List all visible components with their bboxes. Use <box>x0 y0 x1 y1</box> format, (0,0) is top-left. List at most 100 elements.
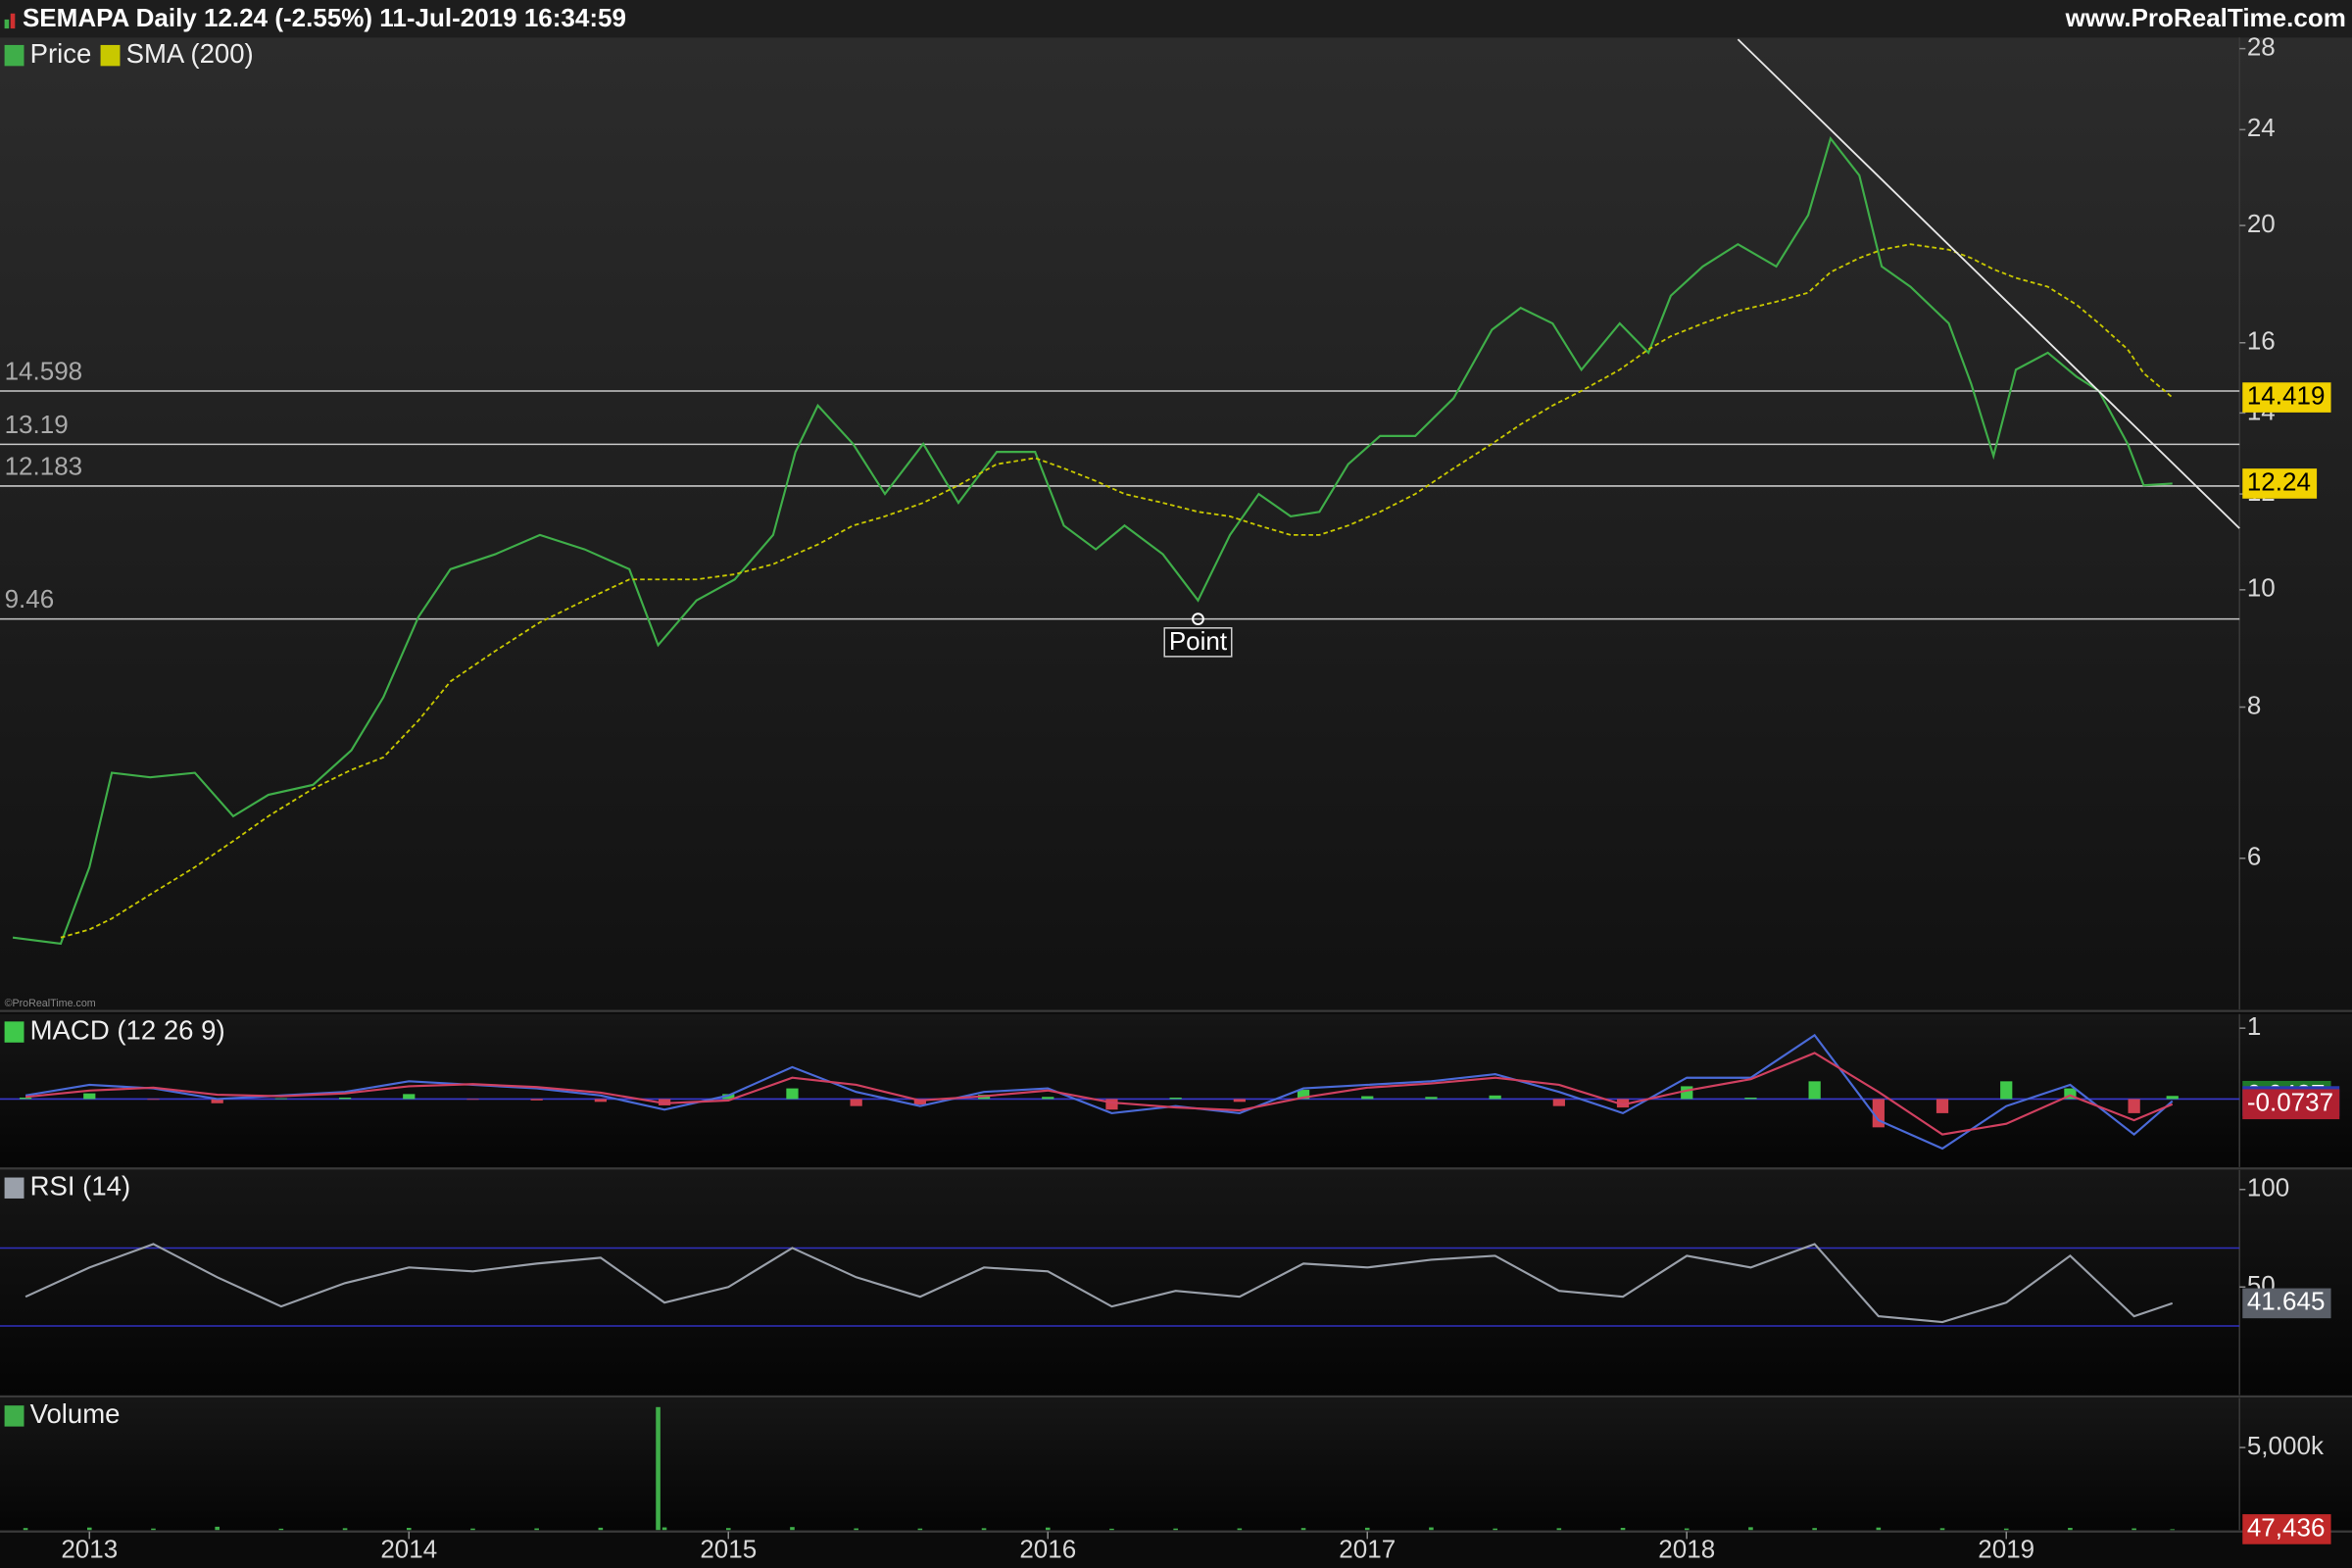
plot-area: 681012141620242814.59813.1912.1839.46Poi… <box>0 32 2352 1564</box>
x-tick-label: 2016 <box>1019 1535 1076 1564</box>
bar <box>1489 1095 1501 1100</box>
y-tick-label: 16 <box>2247 326 2276 356</box>
bar <box>1876 1527 1882 1531</box>
last-value-label: 41.645 <box>2247 1287 2326 1316</box>
legend-swatch <box>4 1021 24 1043</box>
y-tick-label: 1 <box>2247 1011 2261 1041</box>
bar <box>1109 1528 1114 1531</box>
header-bar <box>0 0 2352 38</box>
bar <box>466 1099 479 1101</box>
bar <box>1425 1097 1438 1100</box>
bar <box>274 1098 287 1100</box>
header-site[interactable]: www.ProRealTime.com <box>2065 3 2346 32</box>
y-tick-label: 20 <box>2247 209 2276 238</box>
bar <box>2166 1096 2179 1100</box>
panel-bg <box>0 1397 2352 1531</box>
legend-swatch <box>4 44 24 67</box>
bar <box>1936 1099 1949 1113</box>
bar <box>1300 1528 1306 1531</box>
bar <box>1939 1528 1945 1531</box>
bar <box>1361 1096 1374 1100</box>
bar <box>23 1528 28 1531</box>
bar <box>1620 1528 1626 1531</box>
y-tick-label: 6 <box>2247 842 2261 871</box>
bar <box>83 1093 96 1100</box>
bar <box>2132 1528 2136 1531</box>
legend-label: SMA (200) <box>126 38 254 69</box>
y-tick-label: 24 <box>2247 113 2276 142</box>
legend-label: MACD (12 26 9) <box>30 1014 225 1045</box>
last-value-badge <box>2242 468 2318 499</box>
bar <box>147 1099 160 1101</box>
bar <box>981 1528 987 1531</box>
bar <box>1812 1528 1817 1531</box>
bar <box>850 1099 862 1106</box>
bar <box>662 1527 667 1531</box>
bar <box>1297 1090 1310 1100</box>
bar <box>403 1094 416 1100</box>
watermark: ©ProRealTime.com <box>5 998 96 1009</box>
header-icon <box>10 13 16 29</box>
bar <box>1429 1527 1434 1531</box>
x-tick-label: 2018 <box>1658 1535 1715 1564</box>
legend-swatch <box>4 1177 24 1199</box>
annotation-label: Point <box>1169 626 1228 656</box>
bar <box>1872 1099 1885 1128</box>
bar <box>1045 1527 1051 1531</box>
x-tick-label: 2019 <box>1978 1535 2034 1564</box>
bar <box>338 1097 352 1100</box>
bar <box>1493 1528 1497 1531</box>
series-line <box>24 1052 2174 1136</box>
bar <box>19 1097 32 1100</box>
last-value-label: -0.0737 <box>2247 1088 2333 1117</box>
bar <box>1681 1086 1693 1100</box>
bar <box>594 1099 607 1102</box>
bar <box>530 1099 543 1101</box>
last-value-badge <box>2242 1089 2340 1120</box>
x-tick-label: 2014 <box>380 1535 437 1564</box>
legend-label: Volume <box>30 1398 121 1429</box>
y-tick-label: 10 <box>2247 573 2276 603</box>
bar <box>917 1528 923 1531</box>
bar <box>2003 1528 2009 1531</box>
bar <box>1364 1527 1370 1531</box>
bar <box>1169 1097 1182 1100</box>
bar <box>215 1526 220 1531</box>
last-value-label: 47,436 <box>2247 1512 2326 1542</box>
series-line <box>12 136 2173 946</box>
panel-bg <box>0 1169 2352 1396</box>
legend-label: Price <box>30 38 92 69</box>
bar <box>790 1527 795 1531</box>
series-line <box>24 1033 2174 1151</box>
bar <box>786 1088 799 1100</box>
legend-label: RSI (14) <box>30 1171 131 1201</box>
bar <box>1744 1097 1757 1100</box>
x-tick-label: 2015 <box>700 1535 757 1564</box>
legend-swatch <box>4 1405 24 1427</box>
bar <box>406 1528 412 1531</box>
y-tick-label: 28 <box>2247 32 2276 62</box>
last-value-badge <box>2242 1288 2331 1319</box>
bar <box>913 1099 926 1105</box>
bar <box>1808 1081 1821 1100</box>
bar <box>1105 1099 1118 1110</box>
bar <box>534 1528 539 1531</box>
last-value-badge <box>2242 382 2331 413</box>
panel-bg <box>0 1013 2352 1167</box>
bar <box>1684 1528 1690 1531</box>
header-title: SEMAPA Daily 12.24 (-2.55%) 11-Jul-2019 … <box>23 3 626 32</box>
level-label: 13.19 <box>5 410 69 439</box>
bar <box>278 1528 284 1531</box>
level-label: 12.183 <box>5 451 83 480</box>
bar <box>1556 1528 1562 1531</box>
bar <box>1237 1528 1243 1531</box>
legend-swatch <box>100 44 121 67</box>
bar <box>656 1406 661 1531</box>
y-tick-label: 100 <box>2247 1173 2289 1202</box>
panel-bg <box>0 37 2352 1010</box>
bar <box>2170 1529 2176 1531</box>
x-tick-label: 2017 <box>1339 1535 1396 1564</box>
bar <box>470 1528 475 1531</box>
bar <box>2068 1528 2073 1531</box>
